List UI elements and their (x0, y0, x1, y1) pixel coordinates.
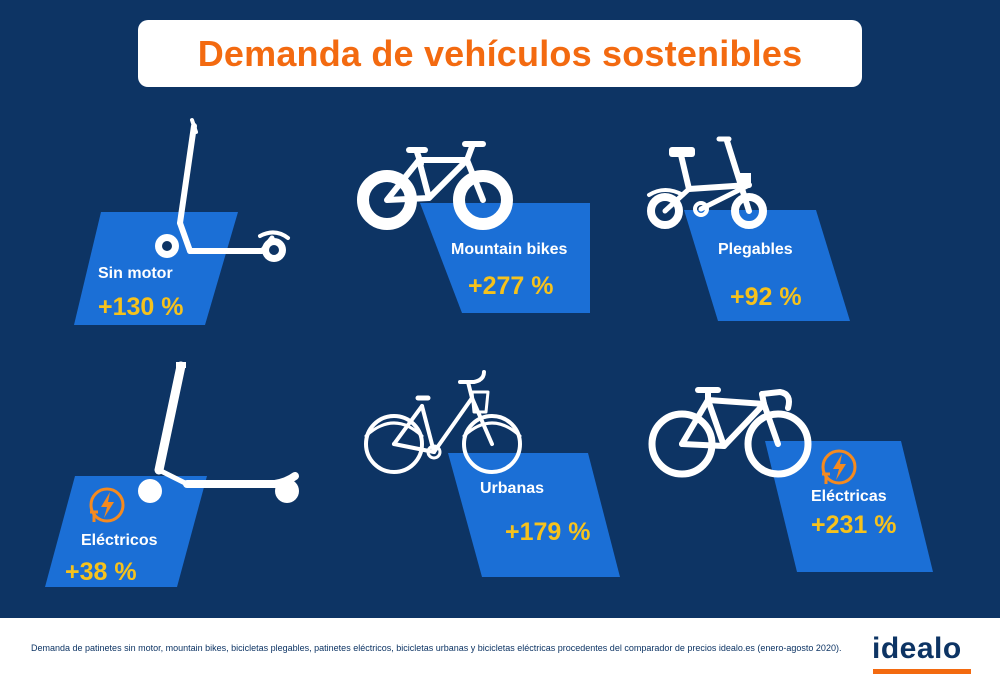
card-value: +92 % (730, 283, 802, 311)
card-label: Eléctricas (811, 488, 887, 505)
card-value: +277 % (468, 272, 554, 300)
page-title: Demanda de vehículos sostenibles (197, 32, 803, 74)
card-background (45, 476, 207, 587)
folding-bike-icon (647, 136, 767, 229)
card-value: +231 % (811, 511, 897, 539)
electric-plug-icon (821, 449, 857, 485)
logo-underline (873, 669, 971, 674)
brand-logo: idealo (872, 632, 962, 665)
card-label: Plegables (718, 241, 793, 258)
card-background (420, 203, 590, 313)
electric-bike-icon (648, 387, 812, 478)
card-label: Eléctricos (81, 532, 158, 549)
title-banner: Demanda de vehículos sostenibles (138, 20, 862, 87)
card-value: +130 % (98, 293, 184, 321)
card-value: +38 % (65, 558, 137, 586)
card-label: Sin motor (98, 265, 173, 282)
card-label: Mountain bikes (451, 241, 568, 258)
electric-scooter-icon (138, 361, 299, 503)
city-bike-icon (364, 370, 522, 474)
footer: Demanda de patinetes sin motor, mountain… (0, 618, 1000, 678)
card-value: +179 % (505, 518, 591, 546)
kick-scooter-icon (155, 118, 290, 262)
source-note: Demanda de patinetes sin motor, mountain… (31, 643, 842, 653)
card-label: Urbanas (480, 480, 545, 497)
mountain-bike-icon (357, 141, 513, 230)
card-background (684, 210, 850, 321)
card-background (765, 441, 933, 572)
card-background (448, 453, 620, 577)
electric-plug-icon (89, 487, 125, 523)
card-background (74, 212, 238, 325)
